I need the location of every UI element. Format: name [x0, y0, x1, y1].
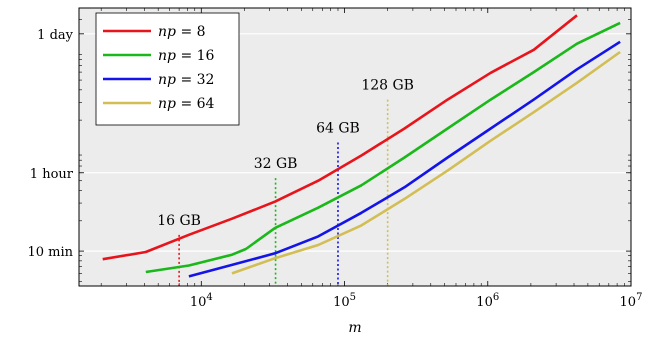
series-line — [188, 40, 621, 278]
x-axis-label: m — [348, 320, 361, 336]
x-tick-label: 106 — [476, 292, 499, 310]
legend-label: np = 64 — [158, 96, 215, 112]
x-ticks: 104 105 106 107 — [100, 8, 643, 310]
legend: np = 8 np = 16 np = 32 np = 64 — [95, 12, 240, 126]
series-line — [145, 21, 621, 274]
series-line — [102, 14, 578, 261]
plot-frame — [78, 7, 632, 287]
y-tick-label: 1 day — [37, 28, 73, 43]
memory-limit-label: 128 GB — [361, 78, 414, 94]
x-tick-label: 107 — [620, 292, 643, 310]
y-tick-label: 1 hour — [30, 167, 74, 182]
memory-limit-label: 32 GB — [254, 156, 298, 172]
x-tick-label: 105 — [333, 292, 356, 310]
legend-label: np = 32 — [158, 72, 214, 88]
y-tick-label: 10 min — [27, 245, 73, 260]
series-lines — [102, 14, 621, 278]
memory-annotations: 16 GB 32 GB 64 GB 128 GB — [157, 78, 414, 286]
memory-limit-label: 16 GB — [157, 213, 201, 229]
series-line — [231, 50, 621, 275]
legend-label: np = 16 — [158, 48, 215, 64]
x-tick-label: 104 — [190, 292, 213, 310]
legend-label: np = 8 — [158, 24, 206, 40]
memory-limit-label: 64 GB — [316, 120, 360, 136]
